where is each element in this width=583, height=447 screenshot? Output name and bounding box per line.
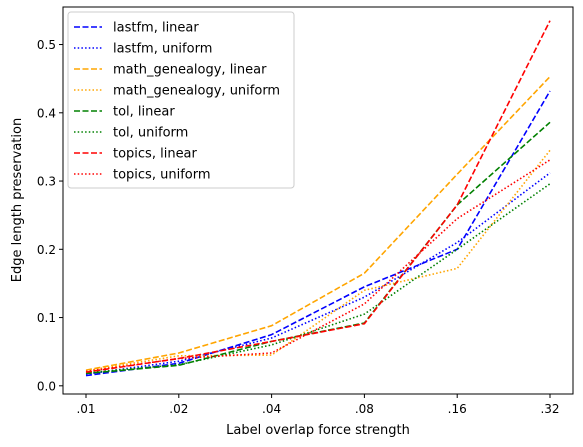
- series-line: [85, 149, 551, 372]
- x-tick-label: .08: [355, 402, 374, 416]
- x-tick-label: .01: [76, 402, 95, 416]
- y-axis-label: Edge length preservation: [10, 118, 25, 282]
- series-line: [85, 76, 551, 371]
- legend-entry: lastfm, uniform: [113, 42, 212, 57]
- x-axis-ticks: .01 .02 .04 .08 .16 .32: [76, 394, 560, 416]
- plot-lines: [85, 20, 551, 377]
- legend-entry: math_genealogy, linear: [113, 63, 267, 78]
- legend-entry: lastfm, linear: [113, 21, 199, 36]
- x-tick-label: .04: [262, 402, 281, 416]
- x-tick-label: .16: [448, 402, 467, 416]
- x-tick-label: .02: [169, 402, 188, 416]
- y-tick-label: 0.1: [37, 311, 56, 325]
- x-tick-label: .32: [540, 402, 559, 416]
- y-tick-label: 0.5: [37, 38, 56, 52]
- legend-entry: tol, uniform: [113, 126, 188, 141]
- legend-entry: math_genealogy, uniform: [113, 84, 280, 99]
- series-line: [85, 172, 551, 375]
- y-tick-label: 0.4: [37, 106, 56, 120]
- y-axis-ticks: 0.0 0.1 0.2 0.3 0.4 0.5: [37, 38, 63, 393]
- legend-entry: topics, linear: [113, 147, 198, 162]
- legend-entry: topics, uniform: [113, 168, 211, 183]
- series-line: [85, 159, 551, 373]
- y-tick-label: 0.2: [37, 243, 56, 257]
- series-line: [85, 183, 551, 374]
- y-tick-label: 0.0: [37, 379, 56, 393]
- axes-frame: [62, 6, 574, 395]
- legend: lastfm, linear lastfm, uniform math_geneal…: [67, 11, 295, 189]
- y-tick-label: 0.3: [37, 175, 56, 189]
- legend-box: [67, 11, 295, 189]
- legend-entry: tol, linear: [113, 105, 175, 120]
- series-line: [85, 121, 551, 375]
- series-line: [85, 90, 551, 377]
- x-axis-label: Label overlap force strength: [226, 423, 410, 438]
